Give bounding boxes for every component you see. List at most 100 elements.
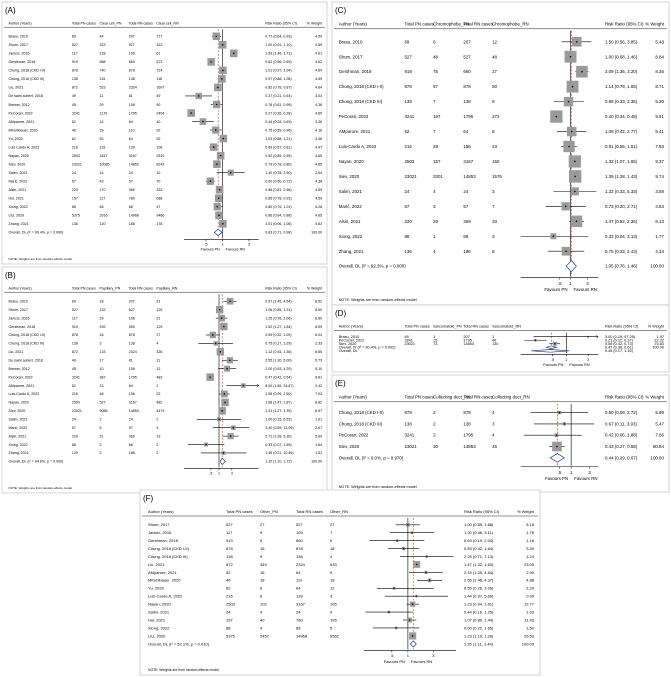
study-label: AMparore, 2021 [339, 129, 371, 134]
study-label: Janicic, 2016 [9, 316, 30, 320]
study-point [220, 317, 223, 319]
study-cell: 2916 [100, 214, 108, 218]
study-point [407, 523, 409, 526]
column-header: Sarcomatoid_RN [492, 325, 521, 329]
panel-letter: (B) [5, 271, 16, 280]
study-weight: 2.67 [315, 426, 322, 430]
study-cell: 10 [100, 367, 104, 371]
column-header: Total RN cases [463, 394, 493, 399]
study-cell: 97 [129, 426, 133, 430]
study-label: Brewer, 2012 [9, 103, 30, 107]
study-point [581, 70, 583, 73]
study-cell: 9466 [156, 214, 164, 218]
overall-ci: 0.44 (0.29, 0.67) [605, 455, 638, 460]
study-weight: 1.77 [655, 234, 664, 239]
study-cell: 45 [492, 444, 497, 449]
study-label: Gershman, 2018 [9, 60, 36, 64]
study-label: Chung, 2018 (CKD I-II) [339, 84, 384, 89]
study-cell: 138 [296, 554, 303, 559]
study-cell: 878 [72, 69, 78, 73]
study-point [565, 250, 567, 253]
study-label: Marić, 2022 [9, 426, 28, 430]
study-cell: 16 [260, 570, 265, 575]
panel-frame [1, 266, 328, 494]
study-label: Liu, 2021 [9, 350, 24, 354]
study-cell: 24 [129, 418, 133, 422]
study-cell: 2324 [296, 562, 306, 567]
study-cell: 349 [260, 562, 267, 567]
study-cell: 45 [72, 103, 76, 107]
study-weight: 5.69 [315, 434, 322, 438]
study-cell: 6 [260, 594, 263, 599]
study-point [564, 205, 567, 208]
overall-dl-label: Overall, DL [339, 349, 358, 353]
study-point [229, 359, 231, 362]
study-ci: 0.33 (0.04, 3.13) [605, 234, 638, 239]
study-cell: 29 [100, 103, 104, 107]
study-cell: 2503 [72, 154, 80, 158]
study-ci: 0.33 (0.07, 1.59) [265, 443, 291, 447]
study-weight: 5.43 [655, 39, 664, 44]
study-cell: 133 [100, 350, 106, 354]
study-cell: 64 [296, 586, 301, 591]
study-cell: 2510 [156, 154, 164, 158]
study-point [212, 146, 215, 148]
study-point [574, 175, 576, 178]
study-cell: 24 [72, 418, 76, 422]
study-cell: 207 [463, 39, 471, 44]
study-weight: 4.36 [315, 103, 322, 107]
x-axis-tick-label: .5 [558, 281, 562, 286]
study-weight: 8.71 [655, 84, 664, 89]
overall-label: Overall, DL (I² = 94.6%, p = 0.000) [9, 460, 64, 464]
forest-panel-f: (F) Author (Years) Total PN cases Other_PN T… [139, 489, 541, 676]
study-weight: 1.78 [526, 530, 535, 535]
x-axis-tick-label: 3 [587, 358, 589, 362]
study-cell: 6 [330, 538, 333, 543]
study-ci: 0.44 (0.28, 0.69) [265, 120, 291, 124]
study-cell: 5 [260, 538, 263, 543]
study-label: Shum, 2017 [339, 54, 363, 59]
column-header: % Weight [648, 325, 665, 329]
study-cell: 14 [100, 120, 104, 124]
study-cell: 3167 [463, 159, 473, 164]
study-cell: 3241 [72, 111, 80, 115]
column-header: Total PN cases [72, 21, 96, 25]
study-weight: 2.90 [526, 570, 535, 575]
study-ci: 0.75 (0.23, 2.43) [605, 249, 638, 254]
study-cell: 57 [433, 84, 438, 89]
study-cell: 150 [492, 159, 500, 164]
study-ci: 0.59 (0.32, 1.09) [265, 333, 291, 337]
weights-note: NOTE: Weights are from random-effects mo… [339, 485, 417, 489]
study-label: Brasu, 2010 [9, 300, 28, 304]
study-cell: 48 [100, 205, 104, 209]
study-cell: 64 [129, 384, 133, 388]
study-cell: 3241 [404, 114, 414, 119]
study-label: Brasu, 2010 [339, 39, 363, 44]
study-ci: 0.82 (0.78, 0.87) [265, 86, 291, 90]
study-point [218, 308, 221, 311]
study-ci: 1.50 (0.56, 3.85) [605, 39, 638, 44]
study-ci: 1.32 (1.07, 1.65) [605, 159, 638, 164]
study-label: De saint aubert, 2018 [9, 359, 43, 363]
study-cell: 64 [463, 129, 468, 134]
study-point [570, 130, 573, 133]
weights-note: NOTE: Weights are from random-effects mo… [9, 257, 73, 261]
overall-diamond [219, 457, 226, 466]
study-cell: 878 [463, 84, 471, 89]
study-cell: 69 [72, 300, 76, 304]
study-cell: 17 [100, 359, 104, 363]
study-point [197, 95, 200, 97]
study-cell: 1576 [492, 174, 502, 179]
study-cell: 527 [296, 522, 303, 527]
study-cell: 18 [260, 578, 265, 583]
study-label: Gershman, 2018 [148, 538, 179, 543]
study-cell: 14 [100, 171, 104, 175]
study-cell: 57 [72, 426, 76, 430]
study-point [202, 120, 204, 123]
study-point [568, 145, 570, 148]
overall-diamond [549, 453, 566, 463]
study-weight: 75.83 [654, 342, 664, 346]
study-ci: 1.20 (0.46, 3.11) [464, 530, 494, 535]
study-label: Hui, 2021 [9, 197, 24, 201]
